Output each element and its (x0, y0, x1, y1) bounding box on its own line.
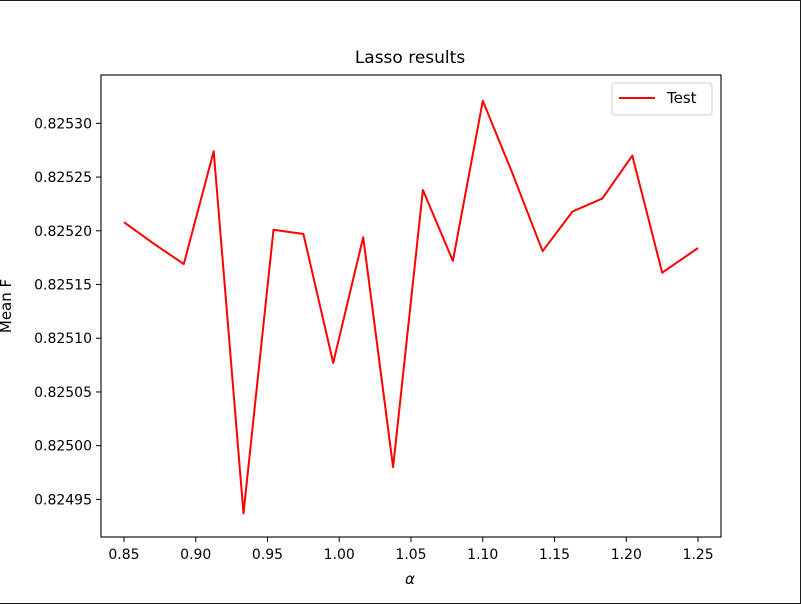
x-tick-label: 0.90 (180, 547, 211, 563)
y-tick-label: 0.82510 (34, 331, 92, 347)
y-axis: 0.82495 0.82500 0.82505 0.82510 0.82515 0.825… (34, 116, 101, 508)
x-tick-label: 1.15 (539, 547, 570, 563)
y-tick-label: 0.82515 (34, 278, 92, 294)
x-tick-label: 1.00 (324, 547, 355, 563)
y-tick-label: 0.82520 (34, 224, 92, 240)
x-tick-label: 0.95 (252, 547, 283, 563)
series-line-test (123, 99, 699, 515)
x-tick-label: 0.85 (108, 547, 139, 563)
y-tick-label: 0.82525 (34, 170, 92, 186)
y-tick-label: 0.82495 (34, 492, 92, 508)
legend: Test (611, 82, 713, 116)
x-tick-label: 1.25 (682, 547, 713, 563)
y-tick-label: 0.82505 (34, 385, 92, 401)
legend-box (611, 82, 713, 116)
x-tick-label: 1.05 (395, 547, 426, 563)
x-axis-label: α (405, 570, 415, 588)
x-tick-label: 1.10 (467, 547, 498, 563)
y-tick-label: 0.82500 (34, 439, 92, 455)
chart-title: Lasso results (355, 48, 466, 68)
x-tick-label: 1.20 (611, 547, 642, 563)
legend-label: Test (666, 89, 697, 107)
plot-area-frame (100, 74, 722, 538)
y-axis-label: Mean F (0, 279, 15, 333)
plot-lines (123, 99, 699, 515)
y-tick-label: 0.82530 (34, 116, 92, 132)
x-axis: 0.85 0.90 0.95 1.00 1.05 1.10 1.15 1.20 1.25 (108, 537, 714, 563)
